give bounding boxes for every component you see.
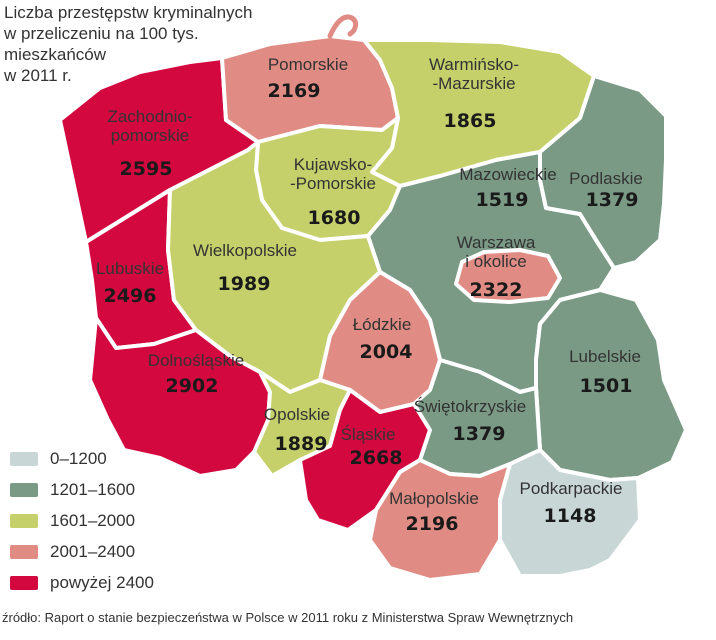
region-name-slaskie: Śląskie (341, 425, 396, 444)
legend-swatch (10, 513, 38, 528)
region-name-lubuskie: Lubuskie (96, 259, 164, 278)
region-name-zachodniopomorskie: Zachodnio-pomorskie (107, 107, 192, 145)
legend-swatch (10, 451, 38, 466)
region-name-line: pomorskie (111, 126, 189, 145)
region-value-opolskie: 1889 (275, 433, 328, 455)
region-name-line: Mazowieckie (459, 165, 556, 184)
legend-item: 2001–2400 (10, 536, 154, 567)
region-name-line: Świętokrzyskie (414, 397, 526, 416)
region-value-swietokrzyskie: 1379 (453, 423, 506, 445)
region-name-line: Lubuskie (96, 259, 164, 278)
legend-item: 0–1200 (10, 443, 154, 474)
region-warszawa (454, 248, 562, 304)
legend-label: 1601–2000 (50, 510, 136, 530)
region-value-zachodniopomorskie: 2595 (120, 158, 173, 180)
hel-peninsula (327, 14, 359, 39)
legend: 0–1200 1201–1600 1601–2000 2001–2400 pow… (10, 443, 154, 598)
region-name-line: Pomorskie (268, 55, 348, 74)
region-value-malopolskie: 2196 (406, 513, 459, 535)
region-name-pomorskie: Pomorskie (268, 55, 348, 74)
source-note: źródło: Raport o stanie bezpieczeństwa w… (2, 610, 574, 625)
region-value-pomorskie: 2169 (268, 80, 321, 102)
region-podkarpackie (498, 448, 642, 578)
legend-item: 1601–2000 (10, 505, 154, 536)
labels-layer: Zachodnio-pomorskie 2595 Pomorskie 2169 Warm… (96, 55, 643, 535)
legend-swatch (10, 544, 38, 559)
region-name-warszawa: Warszawa i okolice (457, 233, 536, 271)
region-name-line: Małopolskie (389, 489, 479, 508)
region-name-lodzkie: Łódzkie (353, 315, 412, 334)
region-value-warszawa: 2322 (470, 279, 523, 301)
region-name-opolskie: Opolskie (264, 405, 330, 424)
region-value-lubelskie: 1501 (580, 375, 633, 397)
title-line: w 2011 r. (4, 66, 72, 85)
region-value-slaskie: 2668 (350, 447, 403, 469)
region-name-dolnoslaskie: Dolnośląskie (148, 351, 244, 370)
region-podlaskie (538, 74, 668, 270)
region-value-dolnoslaskie: 2902 (166, 375, 219, 397)
region-name-wielkopolskie: Wielkopolskie (193, 241, 297, 260)
region-name-line: Kujawsko- (294, 155, 372, 174)
region-value-lodzkie: 2004 (360, 341, 413, 363)
region-name-line: Wielkopolskie (193, 241, 297, 260)
region-value-wielkopolskie: 1989 (218, 273, 271, 295)
region-name-warminsko-mazurskie: Warmińsko--Mazurskie (429, 55, 519, 93)
legend-label: powyżej 2400 (50, 572, 154, 592)
legend-swatch (10, 482, 38, 497)
region-name-mazowieckie: Mazowieckie (459, 165, 556, 184)
region-value-podkarpackie: 1148 (544, 505, 597, 527)
region-value-mazowieckie: 1519 (476, 189, 529, 211)
region-name-line: Zachodnio- (107, 107, 192, 126)
region-value-podlaskie: 1379 (586, 189, 639, 211)
title-line: w przeliczeniu na 100 tys. (4, 24, 199, 43)
region-value-lubuskie: 2496 (104, 285, 157, 307)
region-name-line: Łódzkie (353, 315, 412, 334)
legend-item: powyżej 2400 (10, 567, 154, 598)
region-name-line: Śląskie (341, 425, 396, 444)
region-name-podlaskie: Podlaskie (569, 169, 643, 188)
title-line: Liczba przestępstw kryminalnych (4, 3, 253, 22)
title-line: mieszkańców (4, 45, 107, 64)
region-name-line: i okolice (465, 252, 526, 271)
legend-label: 2001–2400 (50, 541, 136, 561)
region-name-line: Lubelskie (569, 347, 641, 366)
region-name-line: Opolskie (264, 405, 330, 424)
region-name-line: -Mazurskie (432, 74, 515, 93)
legend-label: 1201–1600 (50, 479, 136, 499)
region-name-line: Podlaskie (569, 169, 643, 188)
region-name-swietokrzyskie: Świętokrzyskie (414, 397, 526, 416)
region-name-podkarpackie: Podkarpackie (519, 479, 622, 498)
regions-layer (58, 14, 688, 582)
region-name-kujawsko-pomorskie: Kujawsko--Pomorskie (290, 155, 376, 193)
region-value-warminsko-mazurskie: 1865 (444, 110, 497, 132)
region-name-line: -Pomorskie (290, 174, 376, 193)
region-name-line: Podkarpackie (519, 479, 622, 498)
map-title: Liczba przestępstw kryminalnych w przeli… (4, 2, 253, 86)
legend-swatch (10, 575, 38, 590)
region-value-kujawsko-pomorskie: 1680 (308, 207, 361, 229)
region-name-malopolskie: Małopolskie (389, 489, 479, 508)
region-name-line: Dolnośląskie (148, 351, 244, 370)
legend-item: 1201–1600 (10, 474, 154, 505)
region-name-lubelskie: Lubelskie (569, 347, 641, 366)
region-name-line: Warszawa (457, 233, 536, 252)
region-name-line: Warmińsko- (429, 55, 519, 74)
legend-label: 0–1200 (50, 448, 107, 468)
